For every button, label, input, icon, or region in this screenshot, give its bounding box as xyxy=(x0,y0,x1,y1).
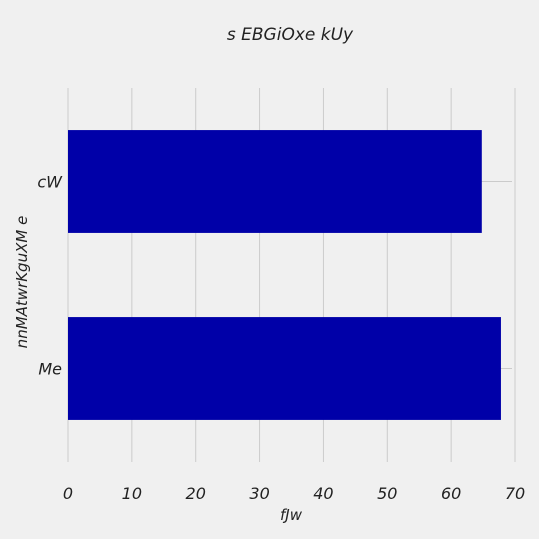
x-tick-label: 30 xyxy=(249,484,269,503)
x-tick-label: 20 xyxy=(186,484,206,503)
bar-layer xyxy=(68,130,501,420)
x-tick-label: 0 xyxy=(63,484,73,503)
x-tick-label: 70 xyxy=(505,484,525,503)
x-tick-label: 50 xyxy=(377,484,397,503)
x-tick-label: 60 xyxy=(441,484,461,503)
chart-title: s EBGiOxe kUy xyxy=(227,25,354,45)
bar-cw xyxy=(68,130,482,233)
bar-me xyxy=(68,317,501,420)
y-tick-layer: Me cW xyxy=(37,173,63,379)
x-axis-label: fJw xyxy=(280,506,303,524)
y-tick-label: cW xyxy=(37,173,63,192)
x-tick-label: 40 xyxy=(313,484,333,503)
y-axis-label: nnMAtwrKguXM e xyxy=(13,216,31,349)
x-tick-layer: 0 10 20 30 40 50 60 70 xyxy=(63,484,525,503)
x-tick-label: 10 xyxy=(122,484,142,503)
y-tick-label: Me xyxy=(38,360,62,379)
